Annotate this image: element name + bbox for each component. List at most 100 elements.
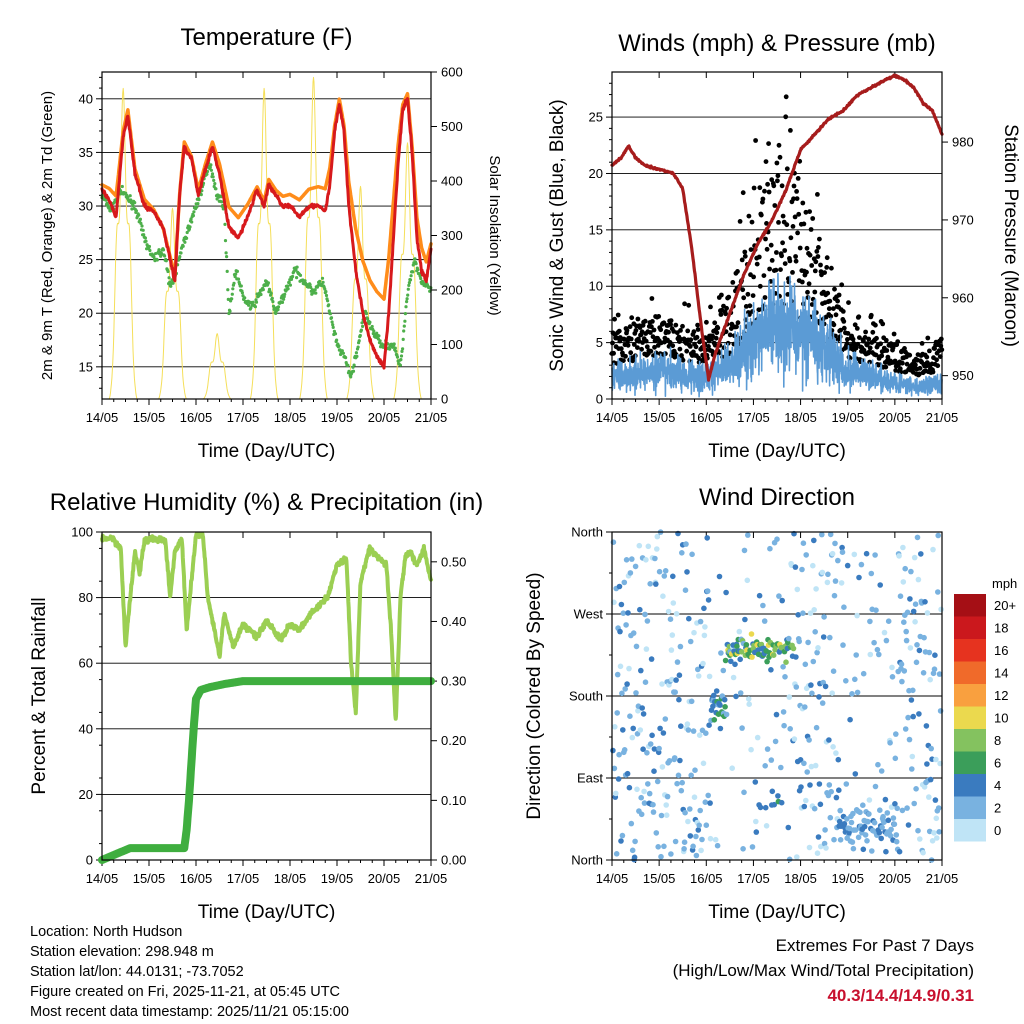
dewpoint-point	[178, 255, 182, 259]
dewpoint-point	[327, 303, 331, 307]
wind-direction-point	[628, 820, 635, 827]
wind-direction-point	[836, 818, 843, 825]
wind-direction-point	[670, 600, 677, 606]
wind-direction-point	[656, 568, 663, 575]
wind-direction-point	[887, 740, 893, 746]
gust-point	[768, 242, 774, 248]
wind-direction-series	[610, 529, 944, 863]
gust-point	[817, 236, 822, 242]
wind-direction-point	[621, 579, 628, 586]
gust-point	[814, 249, 820, 254]
wind-direction-point	[775, 793, 781, 799]
gust-point	[801, 221, 807, 227]
wind-direction-point	[847, 716, 853, 723]
wind-direction-point	[753, 818, 759, 825]
gust-point	[719, 292, 724, 298]
y-tick-label: South	[569, 689, 603, 704]
wind-direction-point	[867, 618, 873, 625]
x-tick-label: 19/05	[321, 410, 354, 425]
x-tick-label: 20/05	[368, 871, 401, 886]
solar-insolation-series	[108, 76, 422, 400]
gust-point	[628, 350, 634, 356]
wind-direction-point	[695, 827, 702, 833]
right-y-tick-label: 200	[441, 283, 463, 298]
gust-point	[685, 328, 691, 334]
wind-direction-point	[756, 592, 763, 599]
wind-direction-point	[783, 659, 789, 665]
wind-direction-point	[663, 812, 670, 818]
chart-title: Winds (mph) & Pressure (mb)	[618, 30, 935, 57]
colorbar-label: 16	[994, 643, 1008, 658]
wind-direction-point	[853, 652, 859, 658]
wind-direction-point	[905, 714, 911, 721]
x-tick-label: 19/05	[831, 871, 864, 886]
wind-direction-point	[722, 657, 729, 664]
dewpoint-point	[357, 339, 361, 343]
wind-direction-point	[797, 757, 804, 763]
y-tick-label: 20	[589, 166, 603, 181]
dewpoint-point	[183, 240, 187, 244]
dewpoint-point	[283, 292, 287, 296]
colorbar-swatch	[954, 661, 986, 684]
wind-direction-point	[883, 637, 890, 644]
right-y-tick-label: 0.00	[441, 853, 466, 868]
wind-direction-point	[843, 781, 850, 787]
y-tick-label: 40	[79, 721, 93, 736]
wind-direction-point	[899, 807, 906, 814]
wind-direction-point	[855, 834, 862, 841]
right-y-tick-label: 0.40	[441, 614, 466, 629]
gust-point	[680, 323, 685, 329]
dewpoint-point	[355, 354, 359, 358]
dewpoint-point	[356, 345, 360, 349]
dewpoint-point	[143, 236, 147, 240]
colorbar-swatch	[954, 684, 986, 707]
wind-direction-point	[892, 755, 899, 762]
gust-point	[827, 298, 833, 304]
wind-direction-point	[887, 833, 894, 839]
dewpoint-point	[210, 172, 215, 176]
dewpoint-point	[147, 244, 151, 249]
gust-point	[780, 240, 785, 246]
wind-direction-point	[908, 568, 914, 575]
gust-point	[791, 183, 797, 189]
wind-direction-point	[692, 767, 698, 773]
dewpoint-point	[228, 309, 232, 313]
dewpoint-point	[209, 163, 213, 167]
wind-direction-point	[796, 638, 802, 645]
wind-direction-point	[903, 628, 909, 635]
gust-point	[712, 320, 718, 326]
dewpoint-point	[378, 339, 382, 343]
gust-point	[788, 127, 793, 133]
dewpoint-point	[224, 251, 228, 255]
wind-direction-point	[691, 629, 697, 636]
wind-direction-point	[903, 637, 910, 644]
wind-direction-point	[802, 704, 808, 710]
dewpoint-point	[401, 337, 405, 341]
dewpoint-point	[295, 276, 299, 280]
wind-direction-point	[642, 679, 649, 685]
gust-point	[861, 338, 866, 344]
wind-direction-point	[677, 643, 684, 650]
x-tick-label: 20/05	[879, 871, 912, 886]
wind-direction-point	[749, 654, 755, 660]
x-axis-label: Time (Day/UTC)	[198, 902, 336, 923]
wind-direction-point	[636, 542, 643, 549]
wind-direction-point	[669, 632, 676, 638]
wind-direction-point	[630, 725, 636, 732]
y-tick-label: 25	[79, 252, 93, 267]
wind-direction-point	[882, 796, 889, 803]
gust-point	[691, 329, 697, 335]
dewpoint-point	[340, 349, 344, 353]
dewpoint-point	[329, 316, 334, 320]
wind-direction-point	[623, 622, 629, 628]
dewpoint-point	[295, 265, 299, 269]
dewpoint-point	[213, 182, 217, 186]
dewpoint-point	[286, 287, 290, 291]
wind-direction-point	[629, 847, 636, 854]
gust-point	[826, 306, 832, 312]
wind-direction-point	[902, 726, 909, 732]
wind-direction-point	[682, 809, 688, 816]
gust-point	[799, 279, 805, 285]
gust-point	[740, 287, 746, 293]
wind-direction-point	[831, 592, 838, 599]
